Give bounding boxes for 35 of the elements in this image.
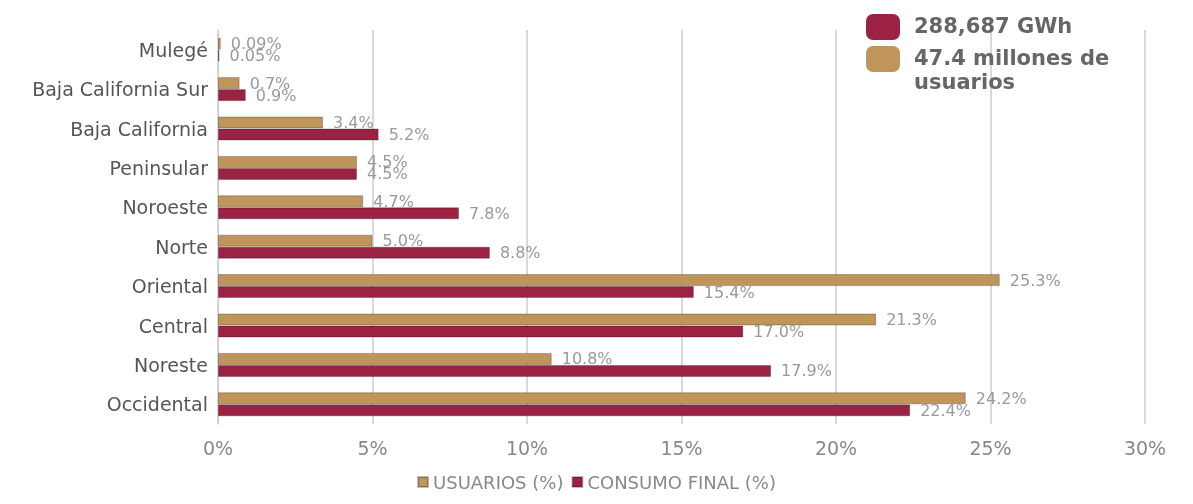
x-tick-label: 15%: [660, 436, 703, 459]
y-tick-label: Occidental: [106, 393, 208, 416]
y-tick-label: Noroeste: [122, 196, 208, 219]
annotation: 288,687 GWh: [914, 14, 1073, 38]
x-tick-label: 10%: [505, 436, 549, 459]
legend-label: USUARIOS (%): [433, 471, 564, 493]
data-label: 3.4%: [333, 113, 374, 132]
data-label: 5.2%: [388, 125, 430, 144]
data-label: 8.8%: [499, 243, 541, 263]
legend-label: CONSUMO FINAL (%): [587, 471, 776, 493]
data-label: 10.8%: [561, 349, 613, 369]
annotation: 47.4 millones de usuarios: [914, 46, 1111, 94]
data-label: 21.3%: [886, 310, 937, 329]
data-label: 5.0%: [382, 231, 424, 251]
data-label: 25.3%: [1009, 270, 1061, 290]
x-tick-label: 0%: [202, 436, 234, 459]
data-label: 15.4%: [703, 282, 755, 302]
x-tick-label: 20%: [814, 436, 858, 459]
y-tick-label: Norte: [155, 235, 208, 258]
data-label: 7.8%: [469, 203, 510, 223]
y-tick-label: Oriental: [131, 275, 208, 298]
data-label: 24.2%: [975, 388, 1027, 408]
y-tick-label: Peninsular: [109, 156, 209, 179]
y-tick-label: Baja California Sur: [32, 78, 209, 101]
data-label: 17.9%: [781, 361, 832, 381]
y-tick-label: Mulegé: [138, 38, 208, 61]
data-label: 22.4%: [920, 400, 971, 420]
y-tick-label: Baja California: [70, 117, 208, 140]
x-tick-label: 30%: [1123, 436, 1167, 459]
data-label: 17.0%: [753, 322, 805, 341]
x-tick-label: 25%: [969, 436, 1012, 459]
y-tick-label: Central: [138, 314, 208, 337]
y-tick-label: Noreste: [134, 353, 208, 376]
x-tick-label: 5%: [357, 436, 388, 459]
data-label: 4.7%: [373, 191, 414, 211]
